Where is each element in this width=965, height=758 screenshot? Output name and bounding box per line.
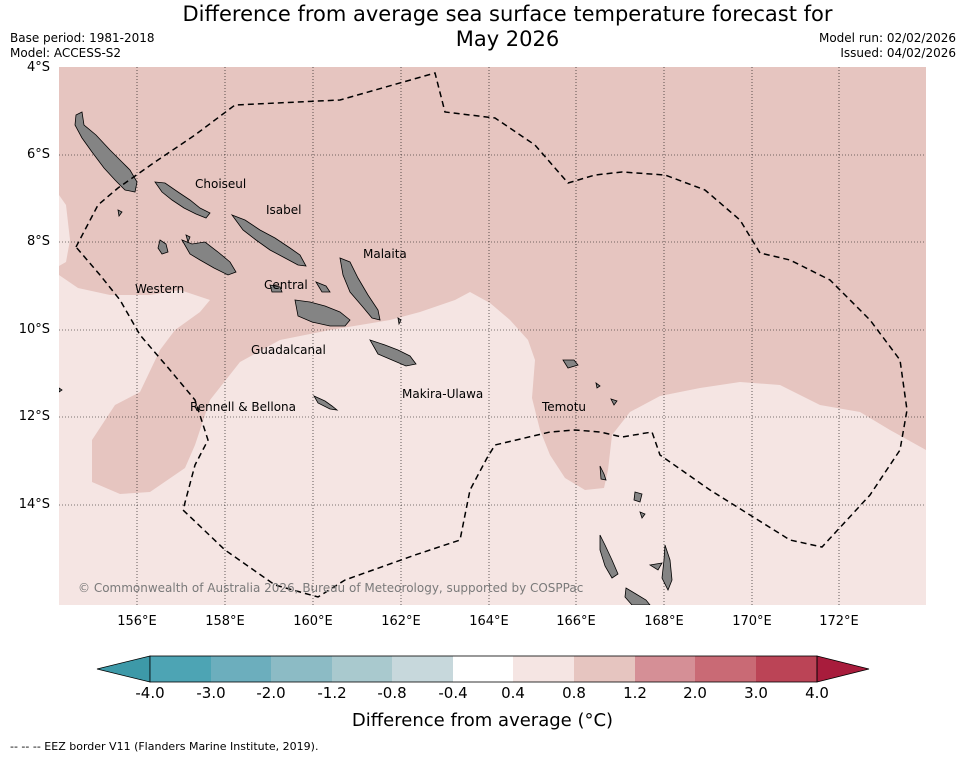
- anomaly-region-warm: [59, 67, 926, 494]
- place-makira-ulawa: Makira-Ulawa: [402, 387, 484, 401]
- colorbar-label: -0.8: [377, 684, 407, 702]
- island-vanuatu-4: [648, 562, 663, 571]
- lon-label-166e: 166°E: [556, 614, 596, 629]
- lat-label-14s: 14°S: [18, 497, 50, 512]
- meta-right: Model run: 02/02/2026 Issued: 04/02/2026: [819, 31, 956, 61]
- colorbar-label: -1.2: [317, 684, 347, 702]
- lon-label-168e: 168°E: [644, 614, 684, 629]
- island-guadalcanal: [294, 299, 351, 327]
- colorbar-label: 4.0: [805, 684, 829, 702]
- eez-footnote: -- -- -- EEZ border V11 (Flanders Marine…: [10, 740, 319, 753]
- lat-label-12s: 12°S: [18, 409, 50, 424]
- colorbar-bin-3: [271, 656, 332, 682]
- lon-label-170e: 170°E: [732, 614, 772, 629]
- lat-label-8s: 8°S: [26, 234, 50, 249]
- island-choiseul: [154, 181, 211, 219]
- copyright-credit: © Commonwealth of Australia 2026, Bureau…: [78, 581, 584, 595]
- place-central: Central: [264, 278, 308, 292]
- colorbar-bin-8: [574, 656, 635, 682]
- island-vella: [157, 239, 169, 255]
- island-vanuatu-2: [661, 544, 673, 591]
- place-malaita: Malaita: [363, 247, 407, 261]
- lon-label-172e: 172°E: [819, 614, 859, 629]
- colorbar-bin-5: [392, 656, 453, 682]
- issued-date: Issued: 04/02/2026: [840, 46, 956, 60]
- place-isabel: Isabel: [266, 203, 302, 217]
- lon-label-160e: 160°E: [293, 614, 333, 629]
- island-temotu-3: [610, 398, 618, 406]
- island-small-5: [59, 387, 63, 393]
- colorbar-label: -2.0: [256, 684, 286, 702]
- colorbar-label: 2.0: [683, 684, 707, 702]
- colorbar-label: -4.0: [135, 684, 165, 702]
- base-period: Base period: 1981-2018: [10, 31, 155, 45]
- island-small-4: [397, 317, 402, 326]
- colorbar-label: 3.0: [744, 684, 768, 702]
- island-malaita: [339, 257, 381, 321]
- island-vanuatu-1: [599, 534, 619, 579]
- lat-label-10s: 10°S: [18, 322, 50, 337]
- map-title: Difference from average sea surface temp…: [150, 2, 865, 52]
- island-temotu-1: [562, 359, 579, 369]
- land: [59, 111, 673, 605]
- island-small-1: [117, 209, 123, 217]
- colorbar-label: 0.8: [562, 684, 586, 702]
- colorbar-bin-11: [756, 656, 817, 682]
- colorbar: [96, 655, 870, 683]
- colorbar-label: -0.4: [438, 684, 468, 702]
- island-vanuatu-3: [624, 587, 651, 605]
- colorbar-label: 1.2: [623, 684, 647, 702]
- island-isabel: [230, 214, 307, 267]
- colorbar-bin-4: [332, 656, 392, 682]
- lon-label-164e: 164°E: [469, 614, 509, 629]
- island-vanuatu-6: [599, 465, 607, 481]
- place-western: Western: [135, 282, 185, 296]
- title-line-2: May 2026: [455, 27, 560, 51]
- colorbar-bin-6: [453, 656, 513, 682]
- colorbar-label: 0.4: [501, 684, 525, 702]
- island-makira: [369, 339, 417, 367]
- island-central: [269, 284, 283, 293]
- place-choiseul: Choiseul: [195, 177, 247, 191]
- lon-label-162e: 162°E: [381, 614, 421, 629]
- colorbar-right-arrow: [816, 655, 870, 683]
- colorbar-bin-1: [150, 656, 211, 682]
- model-name: Model: ACCESS-S2: [10, 46, 122, 60]
- colorbar-bin-2: [211, 656, 271, 682]
- island-rennell: [313, 395, 339, 411]
- island-small-6: [639, 511, 646, 519]
- colorbar-title: Difference from average (°C): [351, 710, 614, 731]
- island-vanuatu-5: [633, 491, 643, 503]
- lon-label-156e: 156°E: [117, 614, 157, 629]
- colorbar-bin-10: [695, 656, 756, 682]
- colorbar-bin-9: [635, 656, 695, 682]
- meta-left: Base period: 1981-2018 Model: ACCESS-S2: [10, 31, 155, 61]
- island-temotu-2: [595, 382, 601, 389]
- island-new-georgia: [181, 239, 237, 276]
- place-temotu: Temotu: [542, 400, 587, 414]
- colorbar-bin-7: [513, 656, 574, 682]
- colorbar-label: -3.0: [196, 684, 226, 702]
- colorbar-left-arrow: [96, 655, 151, 683]
- island-small-3: [315, 281, 331, 293]
- model-run: Model run: 02/02/2026: [818, 31, 956, 45]
- anomaly-patch-west: [59, 195, 70, 266]
- island-choiseul-group: [74, 111, 138, 193]
- lon-label-158e: 158°E: [205, 614, 245, 629]
- island-small-2: [185, 234, 191, 244]
- place-guadalcanal: Guadalcanal: [251, 343, 326, 357]
- title-line-1: Difference from average sea surface temp…: [182, 2, 833, 26]
- lat-label-4s: 4°S: [26, 60, 50, 75]
- eez-border: [75, 72, 908, 598]
- place-rennell-bellona: Rennell & Bellona: [190, 400, 297, 414]
- lat-label-6s: 6°S: [26, 147, 50, 162]
